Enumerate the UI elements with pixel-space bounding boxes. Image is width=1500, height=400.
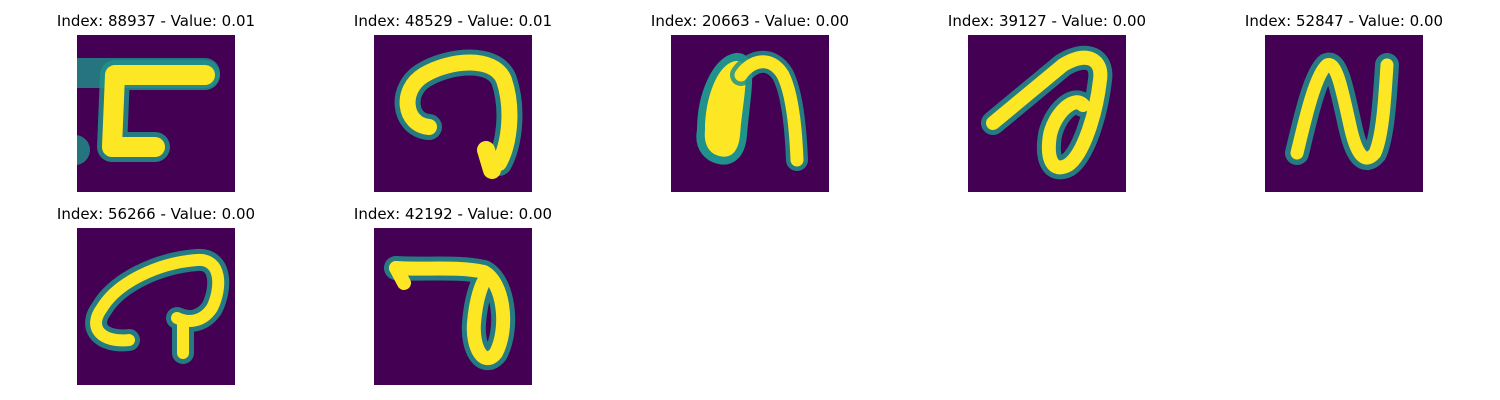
image-panel: Index: 20663 - Value: 0.00 [594,0,894,192]
arch-glyph [696,50,808,171]
panel-title: Index: 48529 - Value: 0.01 [353,12,553,30]
n-glyph [1285,52,1399,170]
digit-image [1265,35,1423,192]
digit-image [374,35,532,192]
image-panel: Index: 48529 - Value: 0.01 [297,0,597,192]
hook-loop-glyph [384,256,516,370]
image-panel: Index: 52847 - Value: 0.00 [1188,0,1488,192]
curl-glyph [85,249,230,364]
image-panel: Index: 88937 - Value: 0.01 [0,0,300,192]
loop-glyph [981,45,1113,180]
panel-title: Index: 20663 - Value: 0.00 [650,12,850,30]
panel-title: Index: 39127 - Value: 0.00 [947,12,1147,30]
panel-title: Index: 56266 - Value: 0.00 [56,205,256,223]
hook-glyph [394,49,523,179]
square-bracket-glyph [77,58,220,165]
image-panel: Index: 56266 - Value: 0.00 [0,193,300,385]
panel-title: Index: 52847 - Value: 0.00 [1244,12,1444,30]
image-panel: Index: 39127 - Value: 0.00 [891,0,1191,192]
image-panel: Index: 42192 - Value: 0.00 [297,193,597,385]
digit-image [77,35,235,192]
digit-image [374,228,532,385]
panel-title: Index: 88937 - Value: 0.01 [56,12,256,30]
digit-image [77,228,235,385]
digit-image [671,35,829,192]
panel-title: Index: 42192 - Value: 0.00 [353,205,553,223]
digit-image [968,35,1126,192]
